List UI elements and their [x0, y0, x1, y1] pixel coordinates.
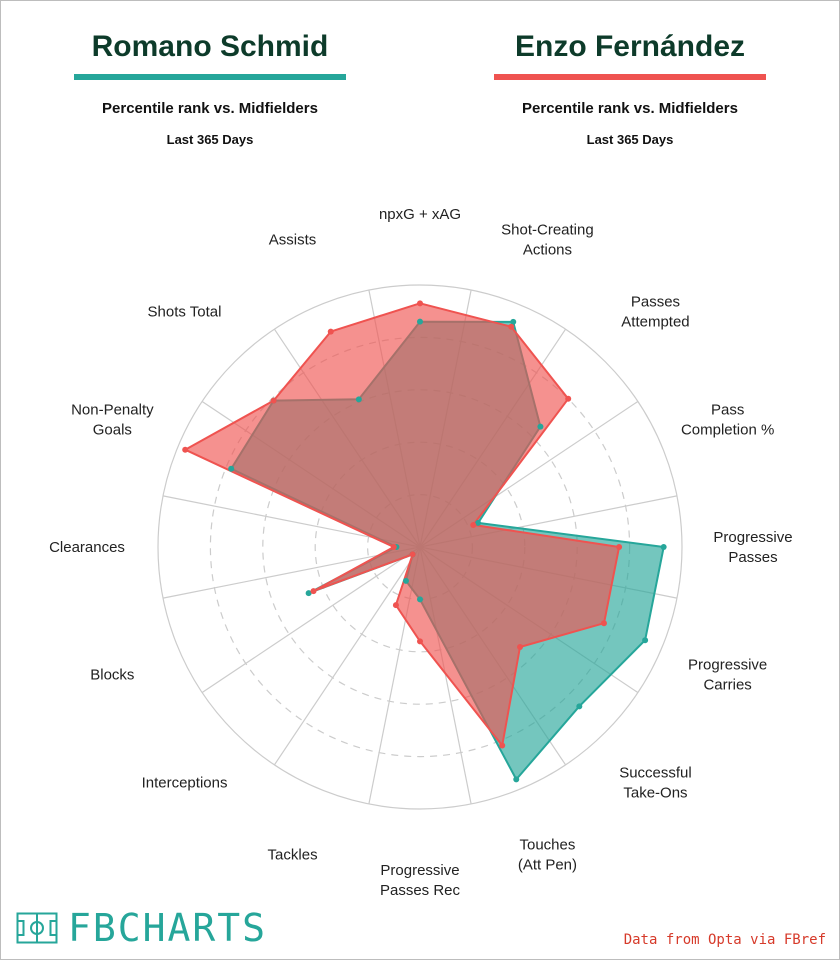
- series-1-point-3: [475, 519, 482, 526]
- player2-name: Enzo Fernández: [514, 30, 746, 63]
- axis-label: Non-Penalty Goals: [71, 402, 154, 439]
- player2-period: Last 365 Days: [586, 132, 674, 147]
- series-1-point-13: [228, 465, 235, 472]
- axis-label: Progressive Carries: [688, 656, 767, 693]
- series-2-point-2: [565, 395, 572, 402]
- series-1-point-9: [402, 577, 409, 584]
- series-2-point-3: [470, 521, 477, 528]
- series-1-point-4: [660, 544, 667, 550]
- series-2-point-8: [417, 638, 423, 645]
- series-1-point-7: [513, 776, 520, 783]
- series-2-point-1: [508, 323, 515, 330]
- series-1-point-0: [417, 318, 423, 325]
- series-2-point-15: [327, 328, 334, 335]
- axis-label: Interceptions: [142, 774, 228, 791]
- axis-label: Clearances: [49, 539, 125, 556]
- series-1-point-8: [417, 596, 423, 603]
- series-1-point-5: [642, 637, 649, 644]
- axis-label: Touches (Att Pen): [518, 837, 577, 874]
- series-1-point-2: [537, 423, 544, 430]
- axis-label: Blocks: [90, 666, 134, 683]
- axis-label: Passes Attempted: [621, 294, 689, 331]
- player1-color-bar: [74, 74, 346, 80]
- player2-subtitle: Percentile rank vs. Midfielders: [522, 100, 738, 117]
- series-2-point-10: [409, 551, 416, 558]
- series-2-point-7: [499, 742, 506, 749]
- player1-name: Romano Schmid: [91, 30, 329, 63]
- axis-label: Pass Completion %: [681, 402, 774, 439]
- brand-text: FBCHARTS: [68, 906, 268, 950]
- axis-label: Assists: [269, 231, 317, 248]
- series-2-point-5: [600, 620, 607, 627]
- series-1-point-1: [510, 318, 517, 325]
- player2-color-bar: [494, 74, 766, 80]
- series-1-point-6: [576, 703, 583, 710]
- data-source: Data from Opta via FBref: [623, 932, 826, 948]
- series-2-point-9: [392, 602, 399, 609]
- axis-label: Shot-Creating Actions: [501, 221, 594, 258]
- series-2-point-13: [182, 446, 189, 453]
- player1-subtitle: Percentile rank vs. Midfielders: [102, 100, 318, 117]
- series-2-point-14: [270, 397, 277, 404]
- axis-label: Tackles: [268, 847, 318, 864]
- series-2-point-4: [616, 544, 623, 550]
- axis-label: npxG + xAG: [379, 206, 461, 223]
- grid-spoke: [201, 546, 421, 694]
- grid-outer-ring: [157, 284, 683, 810]
- axis-label: Progressive Passes: [713, 529, 792, 566]
- series-2-point-12: [390, 544, 397, 550]
- axis-label: Shots Total: [148, 304, 222, 321]
- series-2-point-0: [417, 300, 423, 307]
- pitch-icon: [16, 912, 58, 944]
- axis-label: Progressive Passes Rec: [380, 862, 461, 899]
- player1-period: Last 365 Days: [166, 132, 254, 147]
- series-2-point-6: [517, 644, 524, 651]
- series-2-point-11: [310, 588, 317, 595]
- series-1-point-11: [305, 590, 312, 597]
- fbcharts-logo: FBCHARTS: [16, 908, 267, 948]
- series-1-point-15: [355, 396, 362, 403]
- axis-label: Successful Take-Ons: [619, 764, 692, 801]
- grid-spoke: [273, 546, 421, 766]
